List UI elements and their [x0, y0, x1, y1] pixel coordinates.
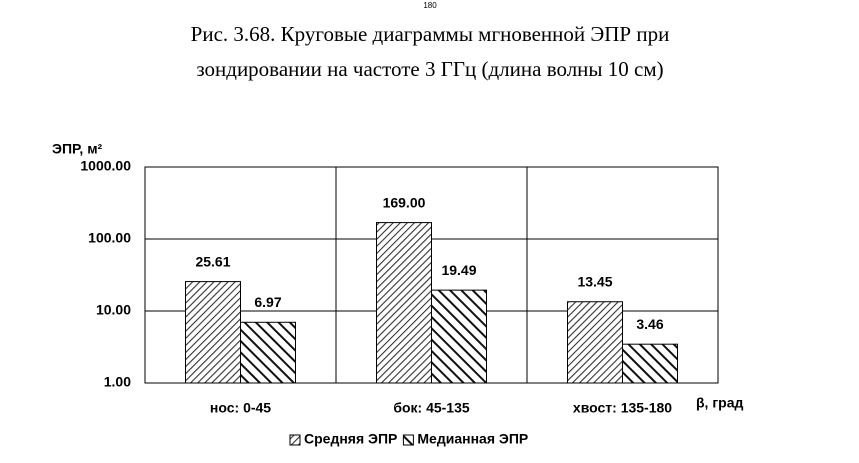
- x-axis-label: β, град: [696, 395, 743, 411]
- y-tick-label: 100.00: [88, 230, 131, 246]
- value-label: 169.00: [383, 194, 426, 210]
- value-label: 25.61: [195, 253, 230, 269]
- bar: [376, 222, 432, 384]
- caption-line: Рис. 3.68. Круговые диаграммы мгновенной…: [191, 22, 670, 46]
- legend-label: Медианная ЭПР: [417, 431, 528, 447]
- legend-swatch: [402, 434, 414, 446]
- value-label: 6.97: [254, 294, 281, 310]
- caption-line: зондировании на частоте 3 ГГц (длина вол…: [196, 57, 663, 81]
- bar: [567, 301, 623, 384]
- bar: [431, 289, 487, 384]
- legend-label: Средняя ЭПР: [304, 431, 397, 447]
- page-number: 180: [423, 1, 437, 10]
- x-tick-label: нос: 0-45: [210, 400, 271, 416]
- x-tick-label: хвост: 135-180: [573, 400, 672, 416]
- x-tick-label: бок: 45-135: [393, 400, 470, 416]
- value-label: 13.45: [577, 273, 612, 289]
- bar: [622, 343, 678, 384]
- bar: [240, 321, 296, 384]
- y-tick-label: 1.00: [104, 374, 131, 390]
- bar: [185, 281, 241, 384]
- y-axis-label: ЭПР, м²: [52, 141, 103, 157]
- value-label: 19.49: [441, 262, 476, 278]
- y-tick-label: 10.00: [96, 302, 131, 318]
- legend-swatch: [289, 434, 301, 446]
- y-tick-label: 1000.00: [80, 158, 131, 174]
- value-label: 3.46: [636, 316, 663, 332]
